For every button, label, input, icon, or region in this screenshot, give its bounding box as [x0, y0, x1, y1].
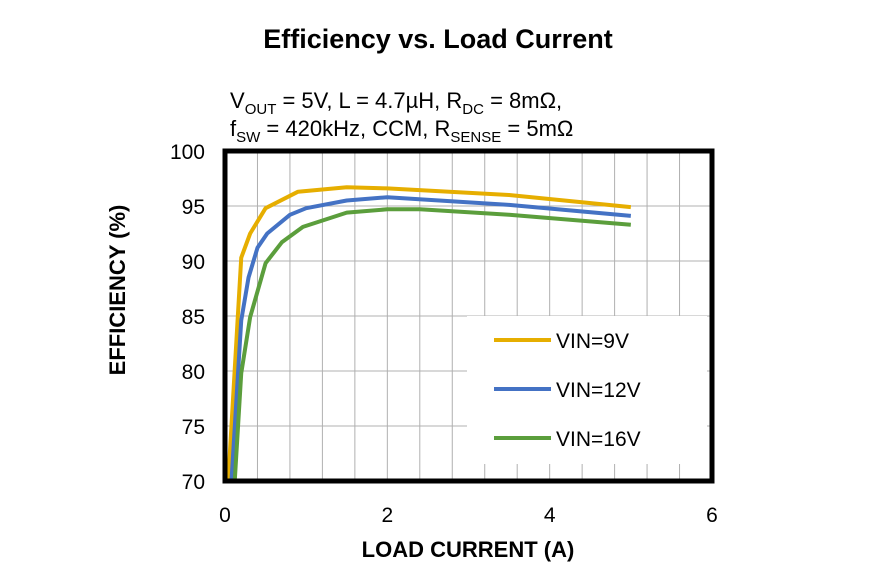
legend-label: VIN=12V	[556, 379, 641, 402]
subtitle-line-2: fSW = 420kHz, CCM, RSENSE = 5mΩ	[230, 116, 573, 146]
x-tick-label: 0	[219, 504, 231, 527]
series-lines	[226, 185, 632, 482]
series-line-0	[226, 185, 632, 482]
y-tick-label: 100	[170, 141, 205, 164]
series-line-1	[229, 195, 632, 482]
subtitle-line-1: VOUT = 5V, L = 4.7µH, RDC = 8mΩ,	[230, 88, 562, 118]
legend-label: VIN=9V	[556, 330, 629, 353]
y-tick-label: 85	[182, 306, 205, 329]
plot-frame	[222, 148, 715, 484]
y-tick-label: 95	[182, 196, 205, 219]
series-line-2	[232, 207, 631, 482]
y-tick-label: 70	[182, 471, 205, 494]
chart-title: Efficiency vs. Load Current	[263, 24, 613, 54]
x-axis-label: LOAD CURRENT (A)	[362, 537, 575, 562]
legend: VIN=9V VIN=12V VIN=16V	[494, 330, 641, 451]
y-axis-label: EFFICIENCY (%)	[105, 205, 130, 376]
y-tick-label: 90	[182, 251, 205, 274]
y-tick-label: 80	[182, 361, 205, 384]
tick-labels: 0 2 4 6 70 75 80 85 90 95 100	[170, 141, 718, 527]
legend-label: VIN=16V	[556, 428, 641, 451]
x-tick-label: 6	[706, 504, 718, 527]
x-tick-label: 4	[544, 504, 556, 527]
y-tick-label: 75	[182, 416, 205, 439]
x-tick-label: 2	[381, 504, 393, 527]
